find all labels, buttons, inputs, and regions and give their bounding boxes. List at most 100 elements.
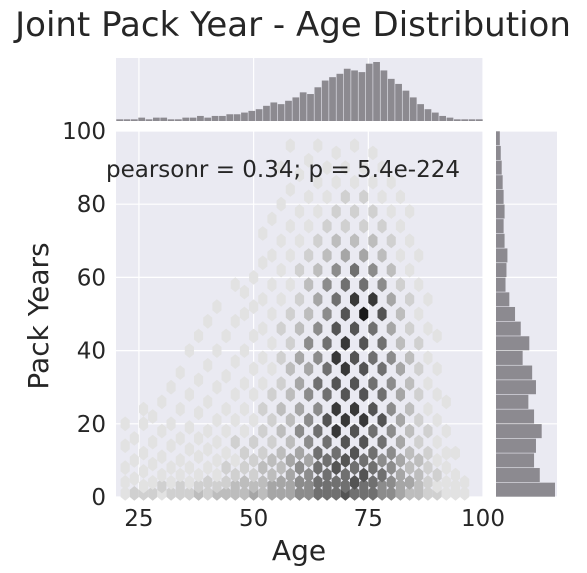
hexbin-cell — [148, 486, 158, 501]
hexbin-cell — [166, 416, 176, 432]
hexbin-cell — [157, 394, 167, 410]
hexbin-cell — [386, 321, 396, 336]
x-hist-bar — [211, 115, 219, 121]
hexbin-cell — [450, 478, 460, 494]
hexbin-cell — [313, 204, 323, 219]
y-hist-bar — [496, 263, 507, 278]
x-hist-bar — [197, 115, 204, 121]
hexbin-cell — [230, 313, 240, 329]
hexbin-cell — [276, 262, 286, 278]
hexbin-cell — [414, 277, 424, 293]
hexbin-cell — [377, 434, 387, 450]
hexbin-cell — [148, 456, 158, 472]
y-hist-bar — [496, 350, 523, 365]
hexbin-cell — [395, 218, 405, 234]
hexbin-cell — [276, 423, 286, 439]
x-hist-bar — [417, 104, 424, 121]
hexbin-cell — [304, 467, 314, 483]
hexbin-cell — [313, 321, 323, 336]
hexbin-cell — [432, 453, 442, 468]
y-tick-label: 20 — [77, 412, 106, 438]
x-hist-bar — [175, 119, 182, 121]
hexbin-cell — [194, 478, 204, 494]
x-hist-bar — [204, 117, 212, 121]
hexbin-cell — [313, 138, 323, 153]
hexbin-cell — [340, 361, 350, 377]
hexbin-cell — [304, 387, 314, 402]
hexbin-cell — [395, 412, 405, 428]
hexbin-cell — [414, 387, 424, 402]
x-hist-bar — [226, 114, 234, 121]
hexbin-cell — [331, 445, 341, 461]
hexbin-cell — [285, 467, 295, 483]
hexbin-cell — [139, 478, 149, 494]
hexbin-cell — [386, 486, 396, 501]
hexbin-cell — [395, 453, 405, 468]
hexbin-cell — [221, 445, 231, 461]
marginal-y-bars — [496, 131, 555, 497]
hexbin-cell — [304, 412, 314, 428]
x-hist-bar — [409, 97, 417, 121]
hexbin-cell — [294, 233, 305, 249]
hexbin-cell — [368, 460, 378, 476]
hexbin-cell — [423, 321, 433, 336]
hexbin-cell — [405, 423, 415, 439]
hexbin-cell — [368, 204, 378, 219]
hexbin-cell — [276, 292, 286, 307]
hexbin-cell — [212, 299, 222, 315]
x-hist-bar — [475, 119, 483, 121]
hexbin-cell — [313, 423, 323, 439]
hexbin-cell — [350, 460, 360, 476]
hexbin-cell — [395, 387, 405, 402]
hexbin-cell — [139, 401, 149, 417]
hexbin-cell — [120, 475, 130, 490]
hexbin-cell — [239, 376, 249, 391]
hexbin-cell — [423, 475, 433, 490]
hexbin-cell — [304, 453, 314, 468]
hexbin-cell — [258, 445, 268, 461]
hexbin-cell — [386, 376, 396, 391]
hexbin-cell — [331, 460, 341, 476]
hexbin-cell — [368, 423, 378, 439]
hexbin-cell — [203, 442, 213, 457]
hexbin-cell — [294, 350, 305, 366]
hexbin-cell — [395, 434, 405, 450]
hexbin-cell — [304, 335, 314, 351]
hexbin-cell — [294, 486, 305, 501]
hexbin-cell — [359, 218, 369, 234]
x-hist-bar — [380, 70, 388, 121]
hexbin-cell — [359, 277, 369, 293]
hexbin-cell — [120, 416, 130, 432]
hexbin-cell — [166, 379, 176, 395]
hexbin-cell — [276, 160, 286, 175]
hexbin-cell — [405, 233, 415, 249]
hexbin-cell — [304, 248, 314, 263]
x-hist-bar — [182, 117, 190, 121]
hexbin-cell — [249, 412, 259, 428]
y-tick-label: 100 — [62, 119, 106, 145]
hexbin-cell — [313, 292, 323, 307]
hexbin-cell — [249, 270, 259, 285]
hexbin-cell — [212, 467, 222, 483]
hexbin-cell — [239, 306, 249, 322]
hexbin-cell — [267, 248, 277, 263]
hexbin-cell — [313, 174, 323, 190]
hexbin-cell — [386, 262, 396, 278]
hexbin-cell — [331, 423, 341, 439]
hexbin-cell — [331, 475, 341, 490]
hexbin-cell — [129, 453, 139, 468]
x-hist-bar — [160, 117, 168, 121]
hexbin-cell — [414, 434, 424, 450]
hexbin-cell — [340, 467, 350, 483]
hexbin-cell — [129, 471, 139, 487]
hexbin-cell — [258, 226, 268, 241]
hexbin-cell — [175, 401, 185, 417]
hexbin-cell — [267, 211, 277, 227]
x-hist-bar — [248, 110, 256, 121]
hexbin-cell — [340, 160, 350, 175]
hexbin-cell — [377, 218, 387, 234]
hexbin-cell — [395, 335, 405, 351]
y-hist-bar — [496, 219, 504, 234]
hexbin-cell — [212, 379, 222, 395]
hexbin-cell — [368, 350, 378, 366]
